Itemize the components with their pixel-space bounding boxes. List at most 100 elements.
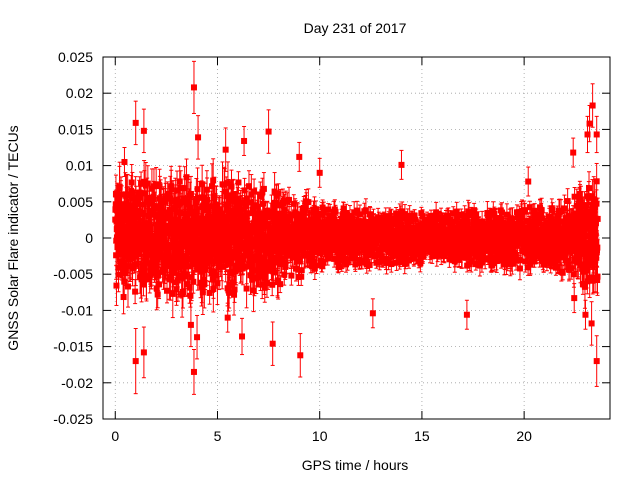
data-point <box>174 196 181 203</box>
data-point <box>254 254 261 261</box>
data-point <box>251 188 258 195</box>
data-point <box>254 274 261 281</box>
data-point <box>113 282 120 289</box>
data-point <box>271 188 278 195</box>
data-point <box>187 292 194 299</box>
data-point <box>231 291 238 298</box>
data-point <box>202 219 209 226</box>
data-point <box>286 196 293 203</box>
data-point <box>310 248 317 255</box>
data-point <box>196 254 203 261</box>
data-point <box>263 280 270 287</box>
data-point <box>290 200 297 207</box>
data-point <box>194 266 201 273</box>
data-point <box>216 206 223 213</box>
data-point <box>138 272 145 279</box>
data-point <box>320 259 327 266</box>
data-point <box>139 209 146 216</box>
data-point <box>245 183 252 190</box>
data-point <box>142 259 149 266</box>
data-point <box>250 287 257 294</box>
data-point <box>213 272 220 279</box>
data-point <box>248 191 255 198</box>
data-point <box>133 200 140 207</box>
data-point <box>200 202 207 209</box>
data-point <box>298 267 305 274</box>
data-point <box>173 216 180 223</box>
data-point <box>294 211 301 218</box>
data-point <box>118 201 125 208</box>
data-point <box>200 277 207 284</box>
data-point <box>116 183 123 190</box>
data-point <box>178 210 185 217</box>
data-point <box>167 276 174 283</box>
data-point <box>260 200 267 207</box>
data-point <box>274 257 281 264</box>
data-point <box>176 178 183 185</box>
data-point <box>145 251 152 258</box>
data-point <box>115 245 122 252</box>
data-point <box>153 181 160 188</box>
data-point <box>228 183 235 190</box>
data-point <box>154 291 161 298</box>
data-point <box>153 285 160 292</box>
data-point <box>261 284 268 291</box>
data-point <box>222 254 229 261</box>
data-point <box>296 257 303 264</box>
data-point <box>204 196 211 203</box>
data-point <box>277 281 284 288</box>
data-point <box>124 192 131 199</box>
data-point <box>218 210 225 217</box>
data-point <box>272 219 279 226</box>
data-point <box>208 250 215 257</box>
data-point <box>121 278 128 285</box>
data-point <box>146 225 153 232</box>
data-point <box>279 243 286 250</box>
data-point <box>147 271 154 278</box>
data-point <box>211 258 218 265</box>
data-point <box>125 250 132 257</box>
data-point <box>259 189 266 196</box>
data-point <box>288 212 295 219</box>
data-point <box>183 210 190 217</box>
data-point <box>286 217 293 224</box>
data-point <box>168 186 175 193</box>
data-point <box>250 243 257 250</box>
data-series <box>112 60 601 395</box>
data-point <box>240 256 247 263</box>
data-point <box>229 197 236 204</box>
data-point <box>123 234 130 241</box>
data-point <box>276 261 283 268</box>
data-point <box>227 223 234 230</box>
data-point <box>235 179 242 186</box>
data-point <box>233 196 240 203</box>
data-point <box>260 185 267 192</box>
data-point <box>136 189 143 196</box>
data-point <box>245 210 252 217</box>
data-point <box>255 211 262 218</box>
data-point <box>305 199 312 206</box>
data-point <box>252 222 259 229</box>
data-point <box>185 201 192 208</box>
data-point <box>185 263 192 270</box>
data-point <box>313 262 320 269</box>
data-point <box>288 272 295 279</box>
data-point <box>229 249 236 256</box>
data-point <box>141 190 148 197</box>
data-point <box>239 199 246 206</box>
data-point <box>276 210 283 217</box>
data-point <box>221 247 228 254</box>
data-point <box>205 206 212 213</box>
data-point <box>166 261 173 268</box>
data-point <box>214 280 221 287</box>
data-point <box>225 209 232 216</box>
data-point <box>164 287 171 294</box>
data-point <box>124 283 131 290</box>
data-point <box>264 207 271 214</box>
data-point <box>193 198 200 205</box>
data-point <box>190 261 197 268</box>
data-point <box>160 268 167 275</box>
data-point <box>294 253 301 260</box>
data-point <box>206 289 213 296</box>
data-point <box>134 214 141 221</box>
